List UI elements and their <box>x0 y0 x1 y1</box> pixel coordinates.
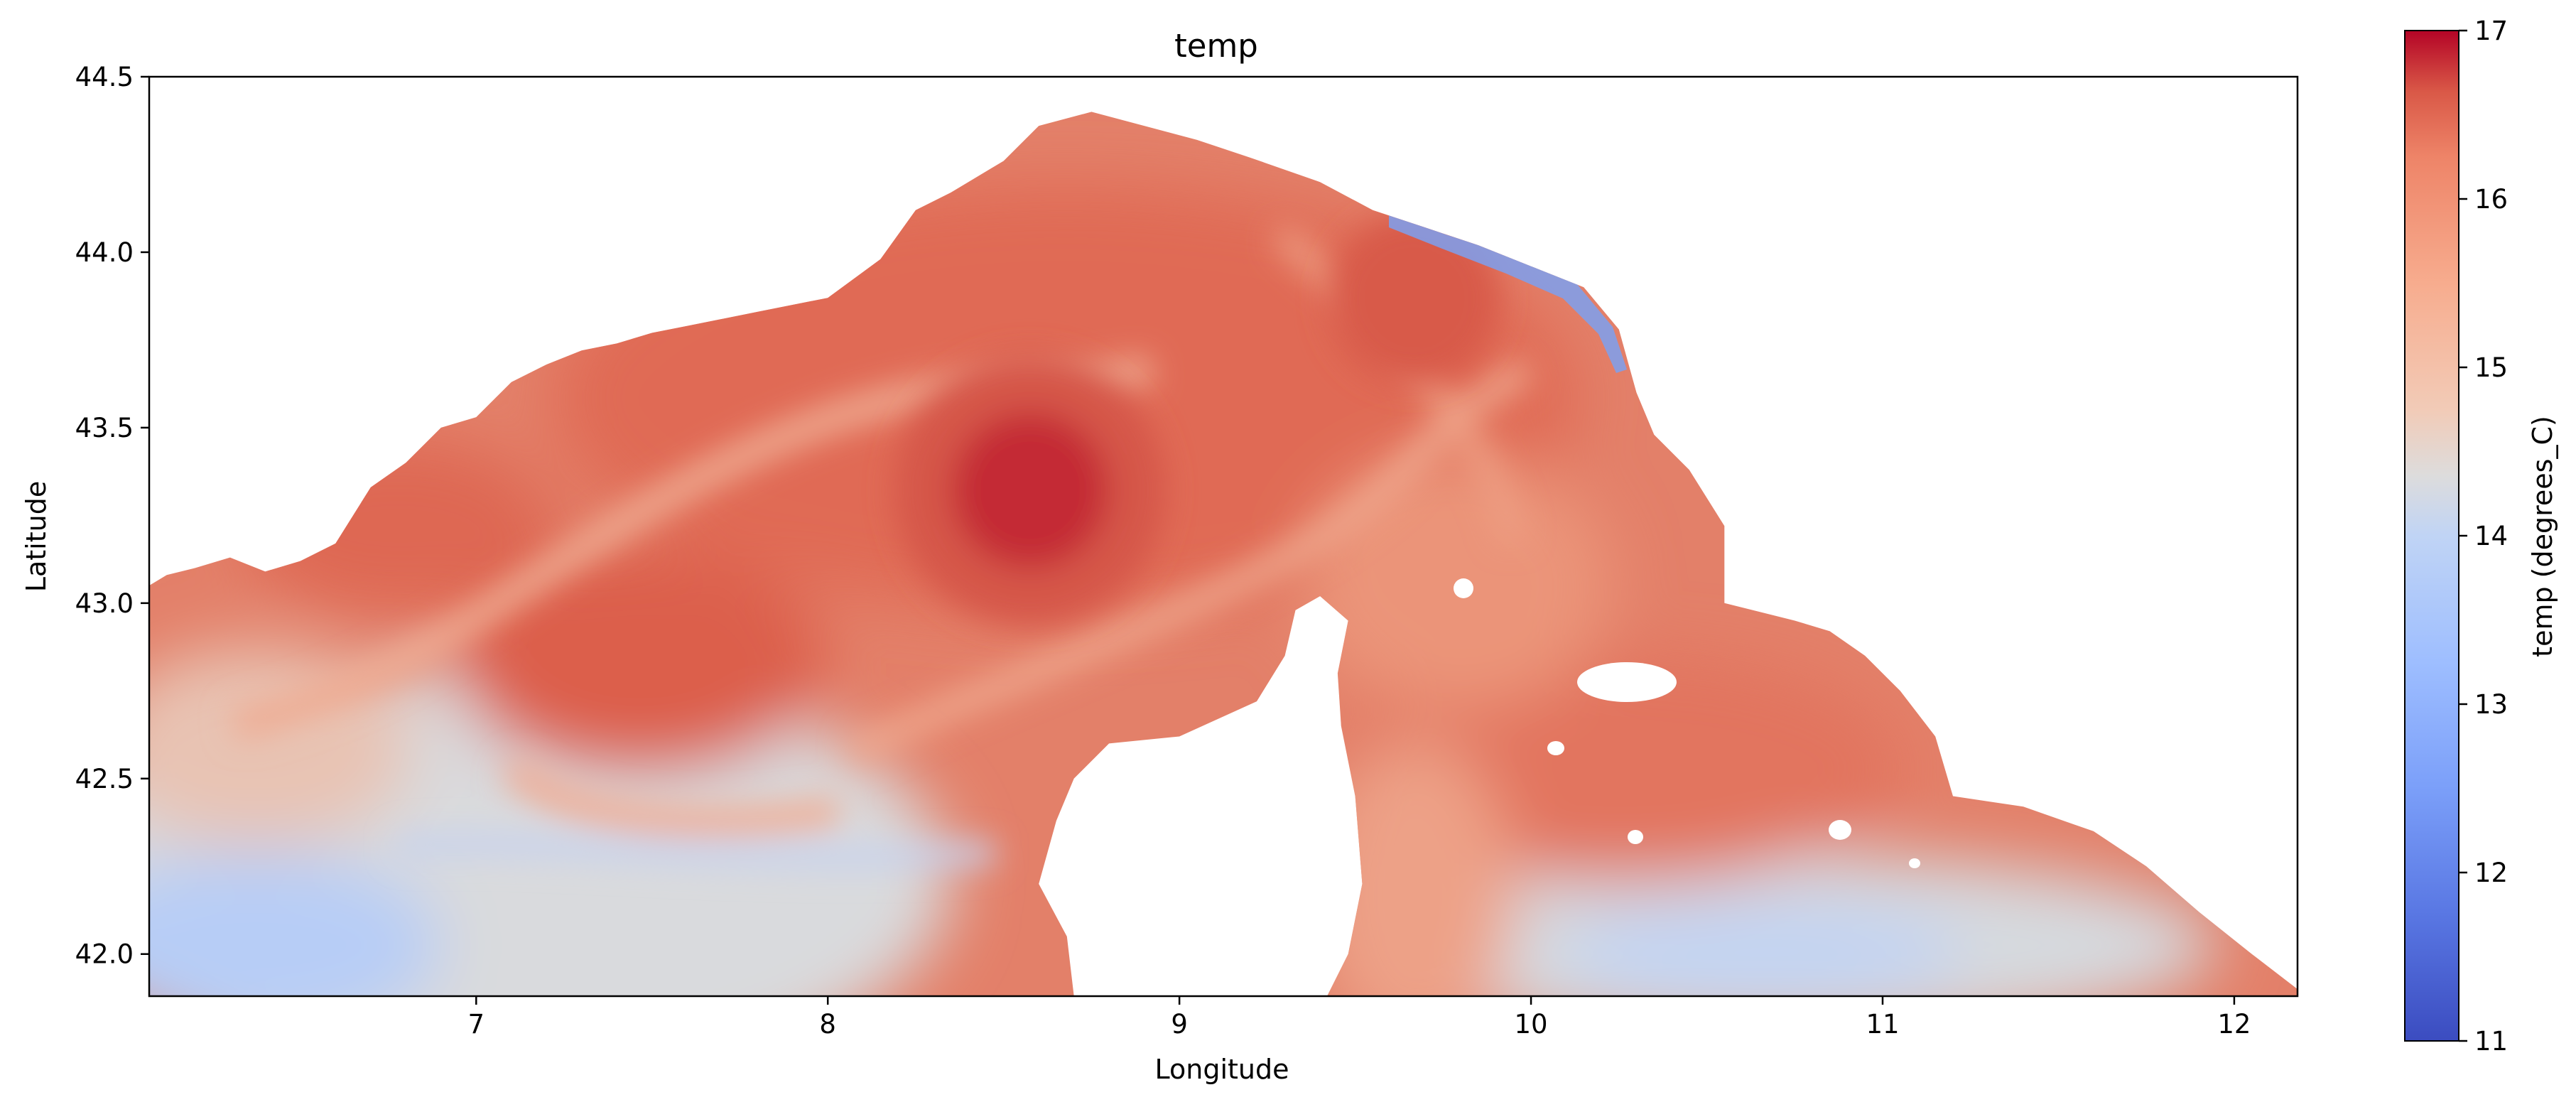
island-gorgona <box>1454 578 1473 598</box>
colorbar <box>2404 30 2459 1042</box>
x-tick-label: 11 <box>1866 1009 1899 1040</box>
field-eddy-core <box>895 213 1499 625</box>
x-axis: 7 8 9 10 11 12 <box>468 996 2251 1040</box>
axes-frame <box>148 75 2299 998</box>
colorbar-tick-label: 12 <box>2474 858 2508 888</box>
y-tick-label: 42.0 <box>75 939 134 970</box>
colorbar-tick-label: 14 <box>2474 521 2508 551</box>
colorbar-axis: 11 12 13 14 15 16 17 <box>2459 16 2508 1057</box>
filament-pale-3 <box>501 757 841 836</box>
y-tick-label: 43.0 <box>75 588 134 619</box>
eddy-core-inner <box>952 412 1108 568</box>
cold-coastal-strip <box>1389 213 1627 373</box>
chart-title: temp <box>1174 27 1258 65</box>
field-blob-southwest-blue <box>149 853 440 996</box>
x-axis-label: Longitude <box>1155 1054 1289 1085</box>
island-giglio <box>1547 741 1564 755</box>
y-tick-label: 44.5 <box>75 62 134 92</box>
y-tick-label: 42.5 <box>75 764 134 794</box>
y-axis: 42.0 42.5 43.0 43.5 44.0 44.5 <box>75 62 149 970</box>
field-blob-west-eddy <box>455 547 824 774</box>
x-tick-label: 7 <box>468 1009 485 1040</box>
field-blob-corsica-channel <box>1314 739 1513 996</box>
eddy-ne-warm <box>1328 213 1499 384</box>
x-tick-label: 12 <box>2217 1009 2251 1040</box>
y-tick-label: 43.5 <box>75 413 134 443</box>
island-montecristo <box>1829 820 1851 840</box>
island-small-south <box>1909 858 1920 868</box>
filament-pale-2 <box>847 359 1534 765</box>
island-capraia-area <box>1577 662 1677 702</box>
colorbar-tick-label: 17 <box>2474 16 2508 46</box>
colorbar-tick-label: 16 <box>2474 184 2508 215</box>
x-tick-label: 10 <box>1515 1009 1548 1040</box>
colorbar-tick-label: 11 <box>2474 1026 2508 1057</box>
colorbar-tick-label: 15 <box>2474 352 2508 383</box>
island-pianosa <box>1628 830 1643 844</box>
y-axis-label: Latitude <box>21 481 52 592</box>
filament-cool-1 <box>397 834 995 867</box>
x-tick-label: 9 <box>1171 1009 1188 1040</box>
colorbar-label: temp (degrees_C) <box>2527 416 2558 657</box>
x-tick-label: 8 <box>819 1009 836 1040</box>
colorbar-tick-label: 13 <box>2474 689 2508 720</box>
y-tick-label: 44.0 <box>75 237 134 268</box>
field-blob-tyrrhenian-blue <box>1563 902 1961 996</box>
